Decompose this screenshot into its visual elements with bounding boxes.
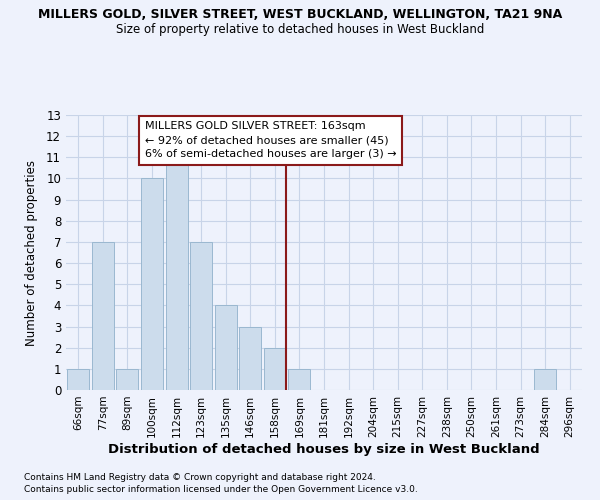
Text: MILLERS GOLD SILVER STREET: 163sqm
← 92% of detached houses are smaller (45)
6% : MILLERS GOLD SILVER STREET: 163sqm ← 92%…	[145, 122, 396, 160]
Bar	[141, 178, 163, 390]
Bar	[116, 369, 139, 390]
Text: MILLERS GOLD, SILVER STREET, WEST BUCKLAND, WELLINGTON, TA21 9NA: MILLERS GOLD, SILVER STREET, WEST BUCKLA…	[38, 8, 562, 20]
Text: Distribution of detached houses by size in West Buckland: Distribution of detached houses by size …	[108, 442, 540, 456]
Bar	[264, 348, 286, 390]
Bar	[190, 242, 212, 390]
Bar	[166, 158, 188, 390]
Bar	[92, 242, 114, 390]
Bar	[239, 326, 262, 390]
Bar	[215, 306, 237, 390]
Text: Contains HM Land Registry data © Crown copyright and database right 2024.: Contains HM Land Registry data © Crown c…	[24, 472, 376, 482]
Bar	[289, 369, 310, 390]
Bar	[67, 369, 89, 390]
Bar	[534, 369, 556, 390]
Text: Size of property relative to detached houses in West Buckland: Size of property relative to detached ho…	[116, 22, 484, 36]
Text: Contains public sector information licensed under the Open Government Licence v3: Contains public sector information licen…	[24, 485, 418, 494]
Y-axis label: Number of detached properties: Number of detached properties	[25, 160, 38, 346]
